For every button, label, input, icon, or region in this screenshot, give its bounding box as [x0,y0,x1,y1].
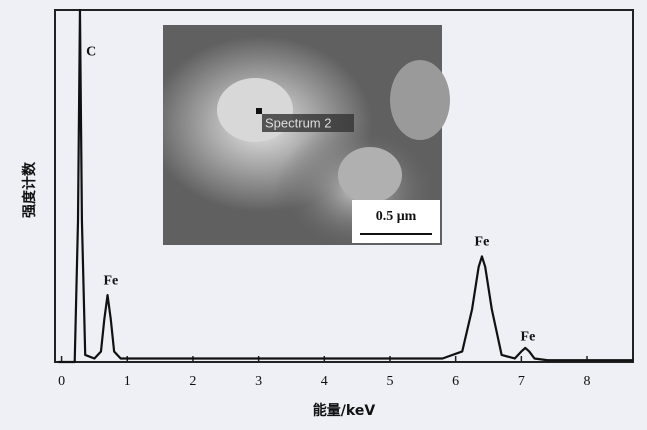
peak-label: Fe [475,235,490,250]
y-axis-label: 强度计数 [21,161,38,218]
x-tick-label: 6 [452,374,459,389]
x-tick-label: 1 [124,374,131,389]
x-tick-label: 8 [584,374,591,389]
x-tick-label: 5 [386,374,393,389]
peak-label: Fe [103,273,118,288]
peak-label: C [86,44,96,59]
x-tick-label: 4 [321,374,328,389]
x-tick-label: 2 [189,374,196,389]
inset-label: Spectrum 2 [265,115,331,130]
x-tick-label: 7 [518,374,525,389]
chart: Spectrum 2 0.5 μm 能量/keV 强度计数 0 1 2 3 4 5 6 7 8 C… [0,0,647,430]
scale-bar-label: 0.5 μm [376,209,417,224]
peak-label: Fe [521,330,536,345]
x-tick-label: 0 [58,374,65,389]
x-tick-label: 3 [255,374,262,389]
x-axis-label: 能量/keV [313,402,376,419]
